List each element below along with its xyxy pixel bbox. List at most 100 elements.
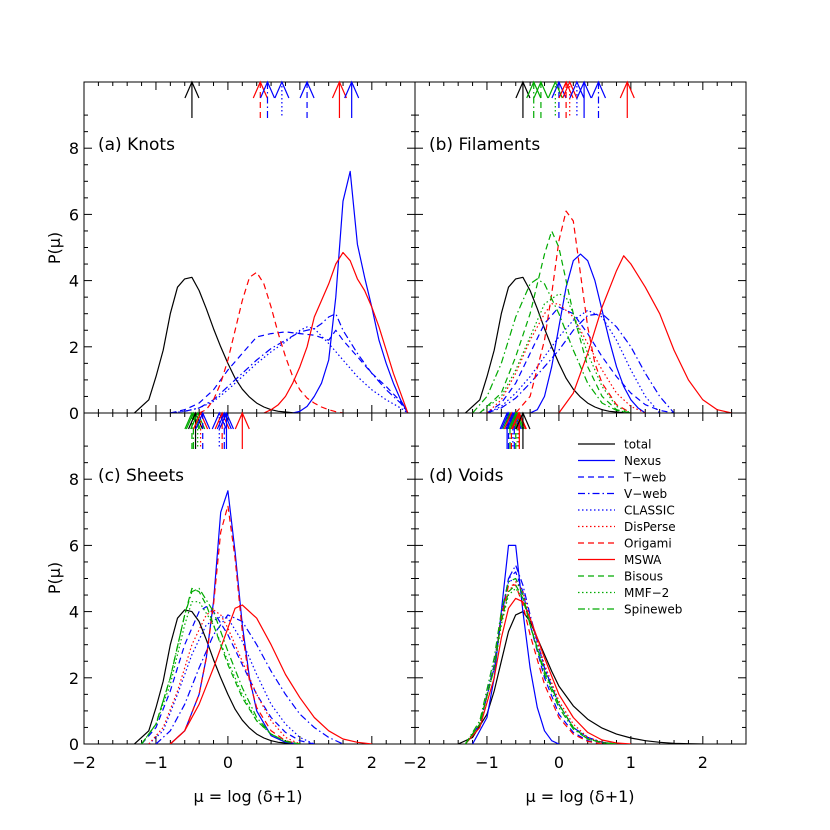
legend-item-spineweb: Spineweb [578,603,682,617]
peak-marker-v-web-head [216,411,232,430]
legend-item-disperse: DisPerse [578,520,676,534]
peak-marker-total-head [187,411,204,430]
series-line-total [133,609,300,744]
peak-marker-t-web-head [500,411,517,430]
x-tick-label: 0 [554,753,564,772]
peak-markers [499,411,531,449]
legend-item-bisous: Bisous [578,570,663,584]
legend-item-origami: Origami [578,537,672,551]
series-curves [133,170,409,413]
y-tick-label: 4 [69,603,79,622]
y-tick-label: 2 [69,669,79,688]
y-tick-label: 8 [69,470,79,489]
series-line-v-web [155,614,344,744]
legend-label: V−web [624,487,667,501]
x-tick-label: −2 [403,753,427,772]
series-line-origami [169,505,301,744]
legend-label: MSWA [624,553,662,567]
peak-marker-classic-head [274,80,290,99]
series-line-mswa [263,251,409,413]
panel-voids: −2 −1 0 1 2 (d) Voids [403,411,747,772]
panel-title: (a) Knots [98,135,175,155]
tick-marks [83,82,416,414]
series-line-v-web [464,564,617,744]
series-line-total [464,276,631,413]
series-line-classic [170,326,409,413]
y-tick-label: 0 [69,404,79,423]
peak-marker-bisous-head [184,411,200,430]
series-line-bisous [464,584,617,744]
legend-item-total: total [578,438,651,452]
y-tick-label: 2 [69,338,79,357]
legend-item-v-web: V−web [578,487,667,501]
peak-marker-total-head [515,80,531,99]
x-tick-label: 1 [295,753,305,772]
legend-item-classic: CLASSIC [578,504,675,518]
panels: 0 2 4 6 8 (a) Knots (b) Filaments 0 2 4 6 8 −2 −1 0 1 2 (… [69,80,747,772]
peak-marker-t-web-head [195,411,211,430]
series-line-bisous [479,230,632,413]
series-line-nexus [169,490,300,744]
series-line-t-web [464,571,603,744]
panel-title: (c) Sheets [98,466,184,486]
series-line-v-web [170,313,409,413]
y-tick-label: 6 [69,205,79,224]
y-axis-label-top: P(μ) [45,232,64,264]
panel-knots: 0 2 4 6 8 (a) Knots [69,80,416,423]
peak-marker-mmf-2-head [547,80,563,99]
series-line-mmf-2 [479,293,632,413]
peak-marker-bisous-head [508,411,524,430]
peak-marker-origami-head [558,80,574,99]
legend: total Nexus T−web V−web CLASSIC DisPerse Origa… [578,438,682,617]
tick-marks [414,413,747,745]
peak-marker-total-head [184,80,200,99]
peak-marker-t-web-head [299,80,315,99]
x-tick-label: 1 [626,753,636,772]
series-curves [133,490,372,744]
legend-label: Origami [624,537,672,551]
peak-marker-t-web-head [551,80,567,99]
series-line-mswa [169,604,372,744]
legend-label: MMF−2 [624,586,669,600]
peak-marker-nexus-head [344,80,360,99]
legend-label: DisPerse [624,520,676,534]
peak-marker-origami-head [252,80,268,99]
legend-label: T−web [623,471,666,485]
series-line-mmf-2 [464,587,617,744]
series-line-classic [486,309,661,413]
series-line-mswa [464,597,631,744]
series-line-t-web [170,329,409,413]
peak-marker-disperse-head [562,80,578,99]
x-tick-label: 2 [367,753,377,772]
series-line-nexus [292,170,409,413]
y-tick-label: 6 [69,536,79,555]
panel-sheets: 0 2 4 6 8 −2 −1 0 1 2 (c) Sheets [69,411,416,772]
peak-markers [184,80,360,118]
peak-marker-mswa-head [234,411,250,430]
y-axis-label-bottom: P(μ) [45,562,64,594]
legend-item-mmf-2: MMF−2 [578,586,669,600]
x-tick-label: 2 [698,753,708,772]
panel-title: (b) Filaments [429,135,540,155]
x-tick-label: −1 [475,753,499,772]
peak-marker-classic-head [569,80,585,99]
panel-frame [414,81,747,414]
peak-marker-v-web-head [590,80,607,99]
series-line-spineweb [464,577,617,744]
series-line-total [457,610,703,744]
series-line-v-web [486,313,675,413]
x-tick-label: −2 [72,753,96,772]
legend-item-nexus: Nexus [578,454,661,468]
y-tick-label: 0 [69,735,79,754]
peak-marker-nexus-head [218,411,235,430]
x-axis-label-right: μ = log (δ+1) [525,787,634,806]
series-line-nexus [529,253,646,413]
peak-marker-bisous-head [533,80,549,99]
series-line-total [133,276,300,413]
legend-label: total [624,438,651,452]
series-line-origami [198,271,344,413]
y-tick-label: 4 [69,272,79,291]
peak-marker-mswa-head [331,80,347,99]
y-tick-label: 8 [69,139,79,158]
